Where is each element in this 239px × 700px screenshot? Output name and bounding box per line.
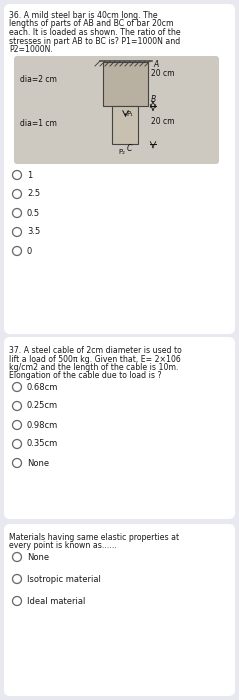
Text: None: None	[27, 552, 49, 561]
Text: Elongation of the cable due to load is ?: Elongation of the cable due to load is ?	[9, 372, 162, 381]
Circle shape	[12, 190, 22, 199]
Text: lengths of parts of AB and BC of bar 20cm: lengths of parts of AB and BC of bar 20c…	[9, 20, 174, 29]
Text: 1: 1	[27, 171, 32, 179]
Circle shape	[12, 209, 22, 218]
Circle shape	[12, 596, 22, 606]
Text: Materials having same elastic properties at: Materials having same elastic properties…	[9, 533, 179, 542]
FancyBboxPatch shape	[4, 524, 235, 696]
Circle shape	[12, 421, 22, 430]
FancyBboxPatch shape	[4, 4, 235, 334]
Text: P₁: P₁	[126, 111, 133, 117]
Text: 37. A steel cable of 2cm diameter is used to: 37. A steel cable of 2cm diameter is use…	[9, 346, 182, 355]
Text: P2=1000N.: P2=1000N.	[9, 45, 53, 54]
Text: 2.5: 2.5	[27, 190, 40, 199]
Circle shape	[12, 458, 22, 468]
Text: kg/cm2 and the length of the cable is 10m.: kg/cm2 and the length of the cable is 10…	[9, 363, 179, 372]
Text: 0.98cm: 0.98cm	[27, 421, 58, 430]
Circle shape	[12, 171, 22, 179]
Text: B: B	[151, 95, 156, 104]
Text: lift a load of 500π kg. Given that, E= 2×106: lift a load of 500π kg. Given that, E= 2…	[9, 354, 181, 363]
Bar	[103, 62, 148, 106]
Text: each. It is loaded as shown. The ratio of the: each. It is loaded as shown. The ratio o…	[9, 28, 181, 37]
Text: 0: 0	[27, 246, 32, 256]
Text: P₂: P₂	[119, 149, 125, 155]
Circle shape	[12, 402, 22, 410]
Circle shape	[12, 246, 22, 256]
Text: Ideal material: Ideal material	[27, 596, 85, 606]
Bar	[113, 106, 138, 144]
Circle shape	[12, 228, 22, 237]
Text: dia=2 cm: dia=2 cm	[20, 75, 57, 84]
Circle shape	[12, 382, 22, 391]
Text: 36. A mild steel bar is 40cm long. The: 36. A mild steel bar is 40cm long. The	[9, 11, 158, 20]
Text: Isotropic material: Isotropic material	[27, 575, 101, 584]
Text: dia=1 cm: dia=1 cm	[20, 118, 57, 127]
Text: C: C	[126, 144, 132, 153]
Text: 20 cm: 20 cm	[151, 117, 174, 126]
Text: None: None	[27, 458, 49, 468]
FancyBboxPatch shape	[4, 337, 235, 519]
Text: 0.35cm: 0.35cm	[27, 440, 58, 449]
Circle shape	[12, 440, 22, 449]
Circle shape	[12, 552, 22, 561]
FancyBboxPatch shape	[14, 56, 219, 164]
Text: 0.25cm: 0.25cm	[27, 402, 58, 410]
Text: 0.5: 0.5	[27, 209, 40, 218]
Circle shape	[12, 575, 22, 584]
Text: every point is known as......: every point is known as......	[9, 542, 117, 550]
Text: stresses in part AB to BC is? P1=1000N and: stresses in part AB to BC is? P1=1000N a…	[9, 36, 180, 46]
Text: 20 cm: 20 cm	[151, 69, 174, 78]
Text: 0.68cm: 0.68cm	[27, 382, 58, 391]
Text: A: A	[153, 60, 158, 69]
Text: 3.5: 3.5	[27, 228, 40, 237]
